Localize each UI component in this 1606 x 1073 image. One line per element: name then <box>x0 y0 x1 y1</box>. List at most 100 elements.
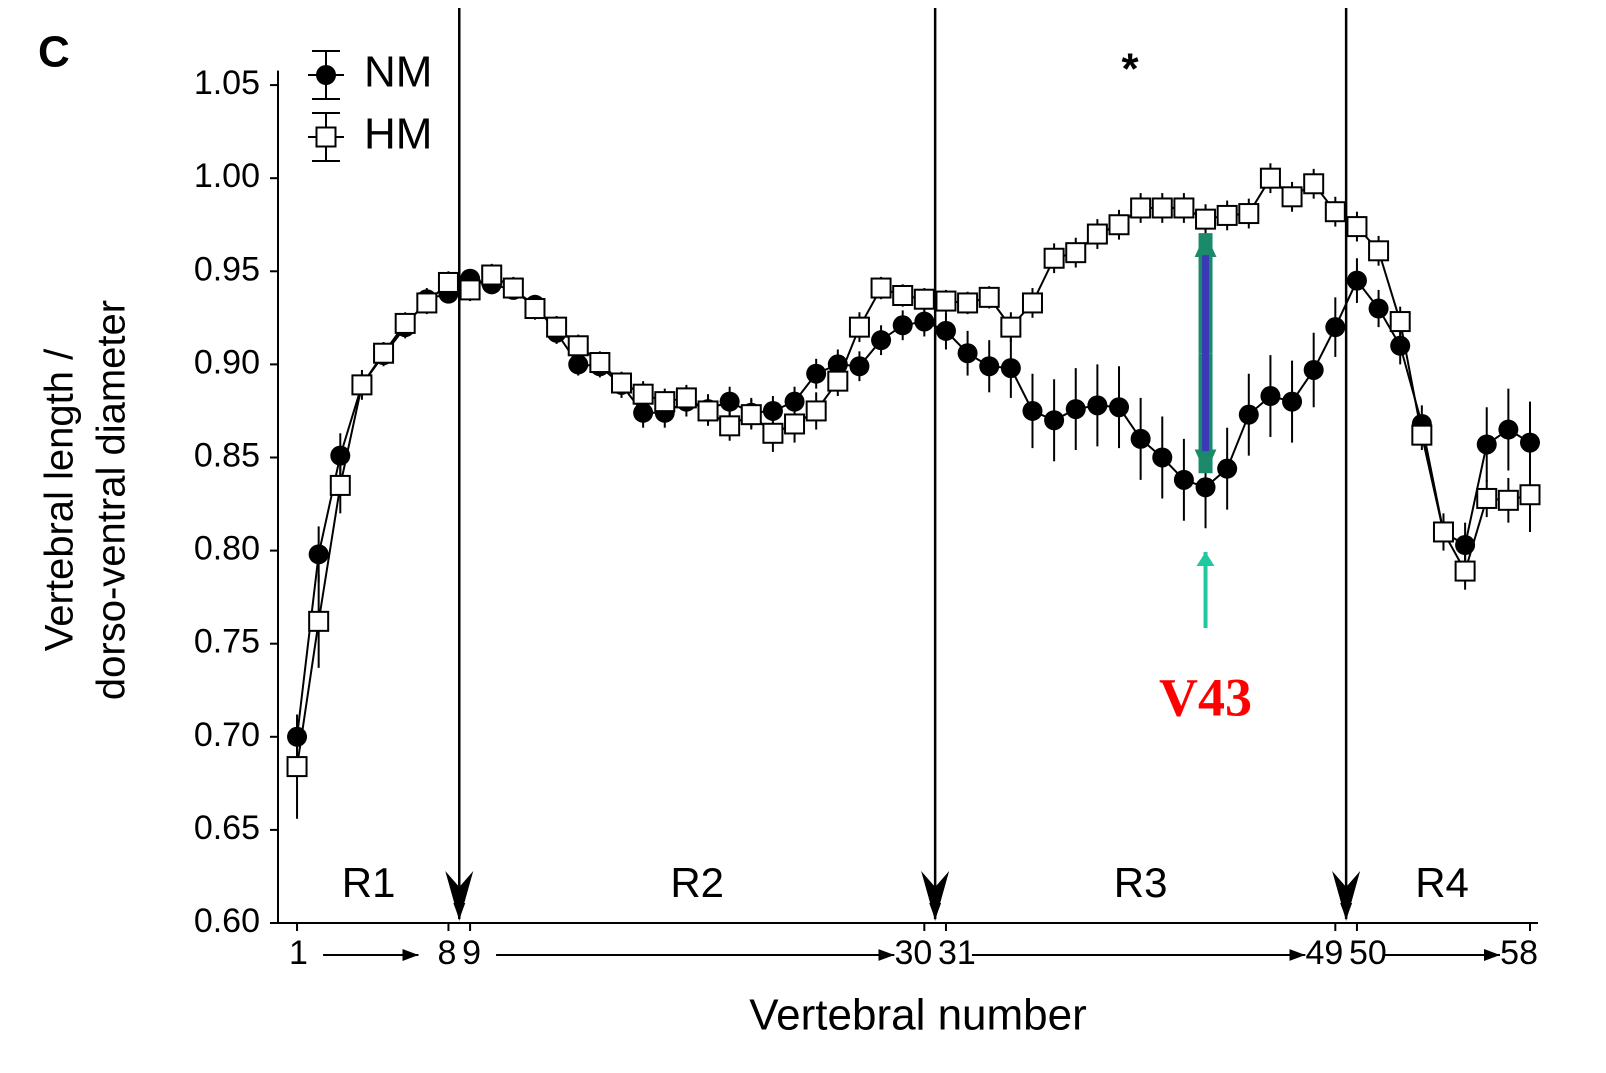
data-point <box>892 284 914 306</box>
data-point <box>979 356 1000 377</box>
data-point <box>1130 428 1151 449</box>
data-point <box>1519 484 1541 506</box>
data-point <box>1497 489 1519 511</box>
data-point <box>1000 358 1021 379</box>
significance-mark: * <box>1121 45 1139 94</box>
data-point <box>827 354 848 375</box>
data-point <box>632 383 654 405</box>
x-tick-label: 31 <box>938 934 976 972</box>
data-point <box>1368 240 1390 262</box>
y-tick-label: 0.60 <box>194 902 260 940</box>
data-point <box>1108 214 1130 236</box>
data-point <box>308 544 329 565</box>
y-tick-label: 0.75 <box>194 623 260 661</box>
data-point <box>762 400 783 421</box>
data-point <box>1325 317 1346 338</box>
region-arrowhead <box>921 871 950 921</box>
data-point <box>1195 477 1216 498</box>
data-point <box>1065 399 1086 420</box>
x-tick-label: 49 <box>1305 934 1343 972</box>
data-point <box>1368 298 1389 319</box>
data-point <box>1173 197 1195 219</box>
data-point <box>459 279 481 301</box>
data-point <box>1087 395 1108 416</box>
data-point <box>913 288 935 310</box>
data-point <box>589 352 611 374</box>
series-line <box>296 176 1531 767</box>
data-point <box>329 474 351 496</box>
data-point <box>914 311 935 332</box>
data-point <box>1454 560 1476 582</box>
data-point <box>1389 311 1411 333</box>
data-point <box>286 756 308 778</box>
y-tick-label: 0.65 <box>194 809 260 847</box>
data-point <box>481 264 503 286</box>
data-point <box>1303 173 1325 195</box>
data-point <box>1173 469 1194 490</box>
data-point <box>892 315 913 336</box>
data-point <box>1260 386 1281 407</box>
data-point <box>1346 216 1368 238</box>
data-point <box>330 445 351 466</box>
data-point <box>1044 410 1065 431</box>
data-point <box>1043 247 1065 269</box>
data-point <box>1281 186 1303 208</box>
data-point <box>957 292 979 314</box>
data-point <box>978 286 1000 308</box>
data-point <box>1390 335 1411 356</box>
data-point <box>1109 397 1130 418</box>
x-tick-label: 58 <box>1500 934 1538 972</box>
data-point <box>1303 359 1324 380</box>
data-point <box>1065 242 1087 264</box>
region-label: R2 <box>670 859 724 906</box>
y-axis-label-line: Vertebral length / <box>38 348 82 651</box>
y-tick-label: 0.80 <box>194 530 260 568</box>
data-point <box>502 277 524 299</box>
region-arrowhead <box>445 871 474 921</box>
data-point <box>1195 208 1217 230</box>
y-tick-label: 0.95 <box>194 250 260 288</box>
data-point <box>957 343 978 364</box>
y-tick-label: 0.90 <box>194 343 260 381</box>
data-point <box>784 413 806 435</box>
legend-label: NM <box>364 48 432 97</box>
data-point <box>287 726 308 747</box>
data-point <box>654 391 676 413</box>
data-point <box>871 330 892 351</box>
data-point <box>1238 404 1259 425</box>
data-point <box>394 312 416 334</box>
data-point <box>546 316 568 338</box>
data-point <box>524 298 546 320</box>
data-point <box>762 422 784 444</box>
legend-label: HM <box>364 110 432 159</box>
data-point <box>1411 424 1433 446</box>
x-tick-label: 9 <box>462 934 481 972</box>
data-point <box>740 404 762 426</box>
data-point <box>1217 458 1238 479</box>
y-axis-label-line: dorso-ventral diameter <box>90 300 134 700</box>
data-point <box>675 387 697 409</box>
data-point <box>1152 447 1173 468</box>
legend-marker <box>315 126 337 148</box>
data-point <box>935 290 957 312</box>
data-point <box>567 335 589 357</box>
data-point <box>805 400 827 422</box>
data-point <box>1455 535 1476 556</box>
data-point <box>1130 197 1152 219</box>
x-tick-label: 50 <box>1349 934 1387 972</box>
data-point <box>1259 167 1281 189</box>
data-point <box>568 354 589 375</box>
data-point <box>1022 400 1043 421</box>
data-point <box>719 415 741 437</box>
data-point <box>351 374 373 396</box>
x-axis-label: Vertebral number <box>749 991 1087 1040</box>
panel-label: C <box>38 28 70 77</box>
y-tick-label: 1.05 <box>194 64 260 102</box>
y-tick-label: 0.70 <box>194 716 260 754</box>
data-point <box>719 391 740 412</box>
x-tick-label: 1 <box>289 934 308 972</box>
data-point <box>784 391 805 412</box>
data-point <box>1346 270 1367 291</box>
data-point <box>1519 432 1540 453</box>
